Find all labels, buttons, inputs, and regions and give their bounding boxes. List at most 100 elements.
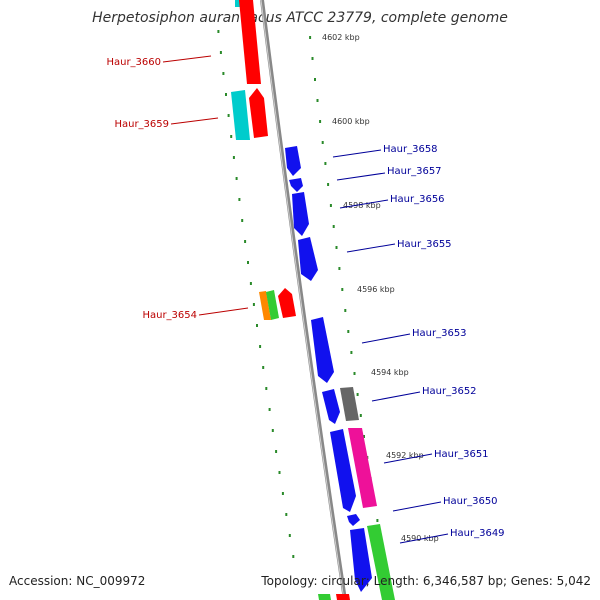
inner-ruler-dot xyxy=(281,492,284,495)
outer-ruler-dot xyxy=(344,309,347,312)
gene-feature-haur-3648[interactable] xyxy=(336,594,350,600)
outer-ruler-dot xyxy=(341,288,344,291)
ruler-tick-4590: 4590 kbp xyxy=(401,534,439,543)
inner-ruler-dot xyxy=(265,387,268,390)
gene-feature-haur-3655[interactable] xyxy=(298,237,318,281)
ruler-tick-4600: 4600 kbp xyxy=(332,117,370,126)
right-gene-labels: Haur_3658 Haur_3657 Haur_3656 Haur_3655 … xyxy=(332,144,505,544)
inner-ruler-dot xyxy=(219,51,222,54)
outer-ruler-dot xyxy=(338,267,341,270)
gene-feature-haur-3657[interactable] xyxy=(289,178,303,192)
leader-line-haur-3652 xyxy=(371,391,421,402)
leader-line-haur-3658 xyxy=(332,149,382,158)
outer-ruler-dot xyxy=(309,36,312,39)
inner-ruler-dot xyxy=(292,555,295,558)
gene-feature-haur-3658[interactable] xyxy=(285,146,301,176)
outer-ruler-dot xyxy=(314,78,316,81)
gene-feature-haur-3651[interactable] xyxy=(348,428,377,508)
gene-feature-haur-3654b[interactable] xyxy=(266,290,279,320)
gene-label-haur-3652[interactable]: Haur_3652 xyxy=(422,386,477,397)
inner-ruler-dot xyxy=(249,282,252,285)
outer-ruler-dot xyxy=(376,519,379,522)
genome-backbone xyxy=(260,0,347,600)
leader-line-haur-3649 xyxy=(399,533,449,544)
outer-ruler-dot xyxy=(332,225,335,228)
inner-ruler-dot xyxy=(235,177,238,180)
gene-label-haur-3659[interactable]: Haur_3659 xyxy=(114,119,169,130)
inner-ruler-dot xyxy=(244,240,247,243)
inner-ruler-dot xyxy=(217,30,220,33)
gene-feature-haur-3658r[interactable] xyxy=(249,88,268,138)
outer-ruler-dots xyxy=(309,36,386,564)
gene-feature-haur-3654[interactable] xyxy=(278,288,296,318)
ruler-tick-4592: 4592 kbp xyxy=(386,451,424,460)
inner-ruler-dot xyxy=(247,261,249,264)
inner-ruler-dot xyxy=(227,114,230,117)
leader-line-haur-3651 xyxy=(383,453,433,464)
gene-label-haur-3650[interactable]: Haur_3650 xyxy=(443,496,498,507)
ruler-tick-4596: 4596 kbp xyxy=(357,285,395,294)
leader-line-haur-3659 xyxy=(170,117,219,125)
inner-ruler-dot xyxy=(252,303,255,306)
inner-ruler-dot xyxy=(238,198,241,201)
gene-feature-haur-3651f[interactable] xyxy=(330,429,356,512)
gene-feature-haur-3647[interactable] xyxy=(318,594,331,600)
gene-feature-haur-3656[interactable] xyxy=(292,192,309,236)
gene-feature-haur-3649f[interactable] xyxy=(350,528,372,592)
ruler-tick-4602: 4602 kbp xyxy=(322,33,360,42)
outer-ruler-dot xyxy=(311,57,314,60)
outer-ruler-dot xyxy=(356,393,359,396)
inner-ruler-dot xyxy=(232,156,235,159)
ruler-tick-4594: 4594 kbp xyxy=(371,368,409,377)
gene-label-haur-3654[interactable]: Haur_3654 xyxy=(142,310,197,321)
outer-ruler-dot xyxy=(319,120,322,123)
leader-line-haur-3653 xyxy=(361,333,411,344)
inner-ruler-dot xyxy=(256,324,258,327)
gene-label-haur-3657[interactable]: Haur_3657 xyxy=(387,166,442,177)
ruler-tick-4598: 4598 kbp xyxy=(343,201,381,210)
inner-ruler-dot xyxy=(259,345,262,348)
inner-ruler-dot xyxy=(230,135,233,138)
outer-ruler-dot xyxy=(363,435,365,438)
outer-ruler-dot xyxy=(350,351,353,354)
gene-feature-haur-3650[interactable] xyxy=(347,514,360,526)
inner-ruler-dot xyxy=(271,429,274,432)
outer-ruler-dot xyxy=(359,414,362,417)
gene-label-haur-3655[interactable]: Haur_3655 xyxy=(397,239,452,250)
forward-strand-genes xyxy=(285,146,372,592)
gene-label-haur-3651[interactable]: Haur_3651 xyxy=(434,449,489,460)
gene-feature-haur-3653[interactable] xyxy=(311,317,334,383)
inner-ruler-dot xyxy=(241,219,244,222)
inner-ruler-dot xyxy=(275,450,278,453)
gene-label-haur-3656[interactable]: Haur_3656 xyxy=(390,194,445,205)
gene-feature-haur-3654a[interactable] xyxy=(259,291,271,320)
reverse-strand-genes xyxy=(231,0,395,600)
left-gene-labels: Haur_3660 Haur_3659 Haur_3654 xyxy=(106,55,249,321)
accession-label: Accession: NC_009972 xyxy=(9,574,146,588)
inner-ruler-dot xyxy=(225,93,227,96)
map-title: Herpetosiphon aurantiacus ATCC 23779, co… xyxy=(92,10,508,26)
leader-line-haur-3655 xyxy=(346,243,396,253)
gene-feature-haur-3649[interactable] xyxy=(367,524,395,600)
gene-feature-haur-3659[interactable] xyxy=(231,90,250,140)
gene-label-haur-3660[interactable]: Haur_3660 xyxy=(106,57,161,68)
outer-ruler-dot xyxy=(316,99,319,102)
inner-ruler-dot xyxy=(262,366,265,369)
gene-label-haur-3658[interactable]: Haur_3658 xyxy=(383,144,438,155)
outer-ruler-dot xyxy=(353,372,356,375)
outer-ruler-dot xyxy=(327,183,330,186)
gene-feature-haur-3660[interactable] xyxy=(239,0,261,84)
outer-ruler-dot xyxy=(335,246,338,249)
inner-ruler-dot xyxy=(288,534,291,537)
leader-line-haur-3650 xyxy=(392,501,442,512)
inner-ruler-dots xyxy=(217,30,295,558)
genome-summary: Topology: circular; Length: 6,346,587 bp… xyxy=(261,574,591,588)
gene-feature-haur-3652[interactable] xyxy=(340,387,359,421)
genome-backbone-highlight xyxy=(260,0,345,600)
gene-feature-haur-3652f[interactable] xyxy=(322,389,340,424)
gene-label-haur-3653[interactable]: Haur_3653 xyxy=(412,328,467,339)
gene-label-haur-3649[interactable]: Haur_3649 xyxy=(450,528,505,539)
leader-line-haur-3656 xyxy=(339,199,389,209)
